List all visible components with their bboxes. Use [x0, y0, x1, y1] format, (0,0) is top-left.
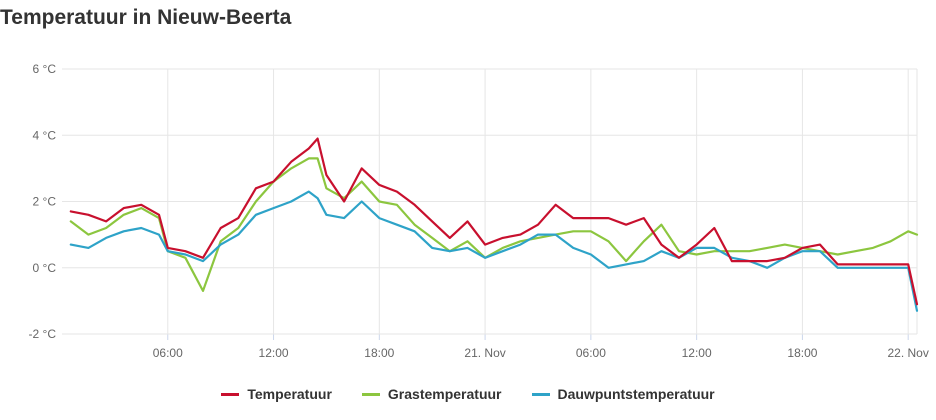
legend-label-dauwpunt: Dauwpuntstemperatuur [557, 386, 715, 402]
legend-item-temperatuur[interactable]: Temperatuur [221, 386, 332, 402]
x-tick-label: 12:00 [682, 346, 712, 360]
x-tick-label: 22. Nov [888, 346, 929, 360]
y-tick-label: 4 °C [33, 128, 57, 142]
x-tick-label: 18:00 [787, 346, 817, 360]
x-tick-label: 21. Nov [464, 346, 505, 360]
x-tick-label: 06:00 [153, 346, 183, 360]
legend-swatch-gras [361, 392, 380, 396]
y-tick-label: 0 °C [33, 261, 57, 275]
series-line-dauwpunt [69, 190, 919, 312]
legend-item-dauwpunt[interactable]: Dauwpuntstemperatuur [531, 386, 715, 402]
legend-swatch-temperatuur [221, 392, 240, 396]
legend-label-temperatuur: Temperatuur [247, 386, 332, 402]
y-tick-label: 6 °C [33, 62, 57, 76]
series-line-temperatuur [69, 137, 919, 306]
legend-item-gras[interactable]: Grastemperatuur [361, 386, 502, 402]
line-chart: 06:00 12:00 18:00 21. Nov 06:00 12:00 18:00 22.… [29, 62, 929, 360]
series-line-gras [69, 157, 919, 292]
x-tick-label: 06:00 [576, 346, 606, 360]
legend-swatch-dauwpunt [531, 392, 550, 396]
chart-title: Temperatuur in Nieuw-Beerta [0, 6, 292, 29]
x-tick-label: 12:00 [259, 346, 289, 360]
legend-label-gras: Grastemperatuur [387, 386, 502, 402]
x-tick-label: 18:00 [364, 346, 394, 360]
y-tick-label: -2 °C [29, 327, 57, 341]
legend: Temperatuur Grastemperatuur Dauwpuntstem… [0, 386, 936, 402]
y-tick-label: 2 °C [33, 195, 57, 209]
